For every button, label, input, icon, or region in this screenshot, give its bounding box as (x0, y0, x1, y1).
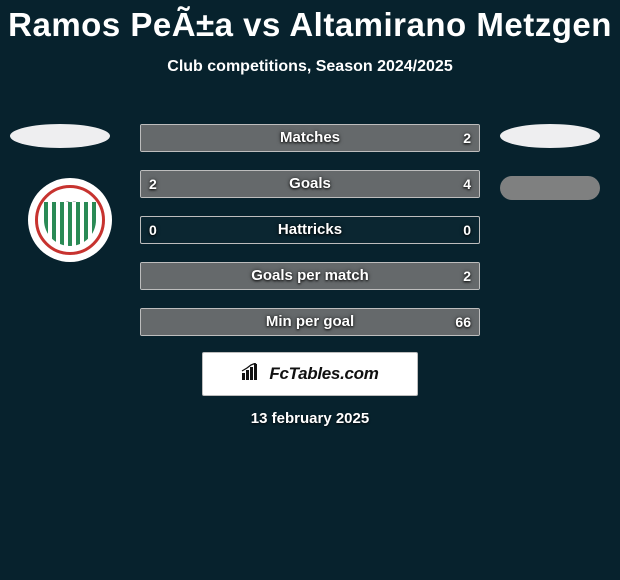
stat-bar-goals: 2 Goals 4 (140, 170, 480, 198)
stat-bar-matches: Matches 2 (140, 124, 480, 152)
fctables-banner[interactable]: FcTables.com (202, 352, 418, 396)
banner-text: FcTables.com (269, 364, 378, 384)
publish-date: 13 february 2025 (0, 410, 620, 427)
stat-bar-goals-per-match: Goals per match 2 (140, 262, 480, 290)
left-player-placeholder-1 (10, 124, 110, 148)
right-player-placeholder-2 (500, 176, 600, 200)
stat-left-value: 0 (149, 217, 189, 243)
page-subtitle: Club competitions, Season 2024/2025 (0, 58, 620, 76)
comparison-infographic: Ramos PeÃ±a vs Altamirano Metzgen Club c… (0, 0, 620, 580)
stat-label: Hattricks (141, 217, 479, 243)
stat-bars: Matches 2 2 Goals 4 0 Hattricks 0 Goals … (140, 124, 480, 354)
club-badge: ᴥᴥ (28, 178, 112, 262)
stat-right-value: 0 (431, 217, 471, 243)
stat-bar-min-per-goal: Min per goal 66 (140, 308, 480, 336)
stat-bar-hattricks: 0 Hattricks 0 (140, 216, 480, 244)
right-player-placeholder-1 (500, 124, 600, 148)
bar-chart-icon (241, 363, 263, 386)
page-title: Ramos PeÃ±a vs Altamirano Metzgen (0, 0, 620, 44)
